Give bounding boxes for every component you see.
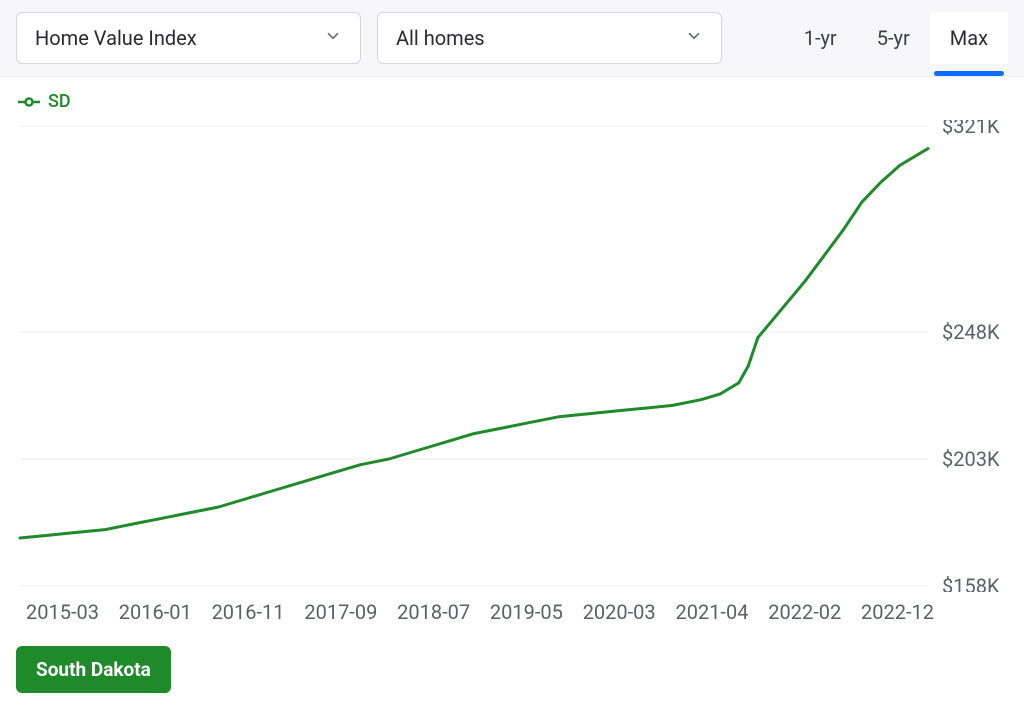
line-chart: $158K $203K $248K $321K — [14, 120, 1010, 592]
x-tick-label: 2021-04 — [675, 600, 748, 624]
chevron-down-icon — [685, 26, 703, 50]
legend-marker-icon — [18, 95, 40, 109]
home-type-dropdown[interactable]: All homes — [377, 12, 722, 64]
x-tick-label: 2017-09 — [304, 600, 377, 624]
chevron-down-icon — [324, 26, 342, 50]
range-tab-label: Max — [950, 26, 988, 50]
time-range-tabs: 1-yr 5-yr Max — [784, 12, 1008, 64]
range-tab-label: 5-yr — [877, 26, 910, 50]
x-tick-label: 2020-03 — [583, 600, 656, 624]
x-tick-label: 2018-07 — [397, 600, 470, 624]
x-tick-label: 2019-05 — [490, 600, 563, 624]
x-axis: 2015-03 2016-01 2016-11 2017-09 2018-07 … — [0, 592, 1024, 624]
x-tick-label: 2016-01 — [119, 600, 192, 624]
range-tab-1yr[interactable]: 1-yr — [784, 12, 857, 64]
metric-dropdown[interactable]: Home Value Index — [16, 12, 361, 64]
region-button[interactable]: South Dakota — [16, 646, 171, 693]
legend-series-label: SD — [48, 91, 71, 112]
home-type-dropdown-label: All homes — [396, 26, 485, 50]
svg-text:$321K: $321K — [942, 120, 1000, 138]
legend: SD — [0, 77, 1024, 112]
range-tab-5yr[interactable]: 5-yr — [857, 12, 930, 64]
metric-dropdown-label: Home Value Index — [35, 26, 197, 50]
x-tick-label: 2015-03 — [26, 600, 99, 624]
chart-svg: $158K $203K $248K $321K — [14, 120, 1010, 592]
x-tick-label: 2022-12 — [861, 600, 934, 624]
x-tick-label: 2022-02 — [768, 600, 841, 624]
svg-text:$203K: $203K — [942, 447, 1000, 471]
range-tab-label: 1-yr — [804, 26, 837, 50]
svg-text:$248K: $248K — [942, 320, 1000, 344]
range-tab-max[interactable]: Max — [930, 12, 1008, 64]
svg-text:$158K: $158K — [942, 574, 1000, 592]
chart-toolbar: Home Value Index All homes 1-yr 5-yr Max — [0, 0, 1024, 77]
x-tick-label: 2016-11 — [212, 600, 285, 624]
